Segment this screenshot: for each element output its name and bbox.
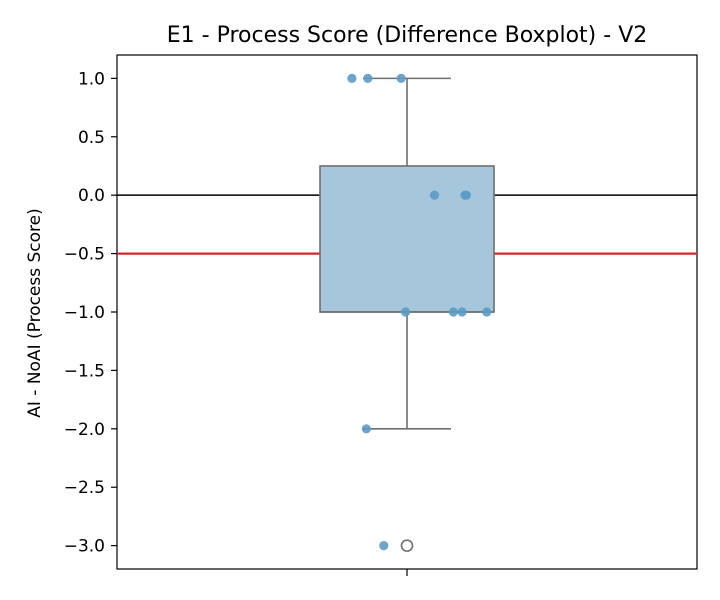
y-axis-label: AI - NoAI (Process Score) [25,208,45,418]
data-point-9 [482,307,492,317]
y-tick-label-1: 0.5 [78,128,105,148]
y-tick-label-6: −2.0 [64,420,105,440]
data-points [347,73,492,551]
data-point-1 [363,73,373,83]
chart-title: E1 - Process Score (Difference Boxplot) … [167,23,648,48]
y-tick-label-4: −1.0 [64,303,105,323]
data-point-2 [396,73,406,83]
data-point-10 [361,424,371,434]
y-tick-label-7: −2.5 [64,478,105,498]
y-tick-label-3: −0.5 [64,245,105,265]
data-point-6 [400,307,411,317]
data-point-8 [457,307,467,317]
box-iqr [319,165,495,313]
outlier-0 [400,539,414,552]
y-tick-label-8: −3.0 [64,537,105,557]
y-axis-ticks: 1.0 0.5 0.0 −0.5 −1.0 −1.5 −2.0 −2.5 −3.0 [64,69,117,557]
data-point-5 [461,190,472,200]
data-point-3 [429,190,440,200]
data-point-11 [379,541,389,551]
data-point-0 [347,73,357,83]
y-tick-label-0: 1.0 [78,69,105,89]
data-point-7 [448,307,458,317]
y-tick-label-2: 0.0 [78,186,105,206]
y-tick-label-5: −1.5 [64,361,105,381]
